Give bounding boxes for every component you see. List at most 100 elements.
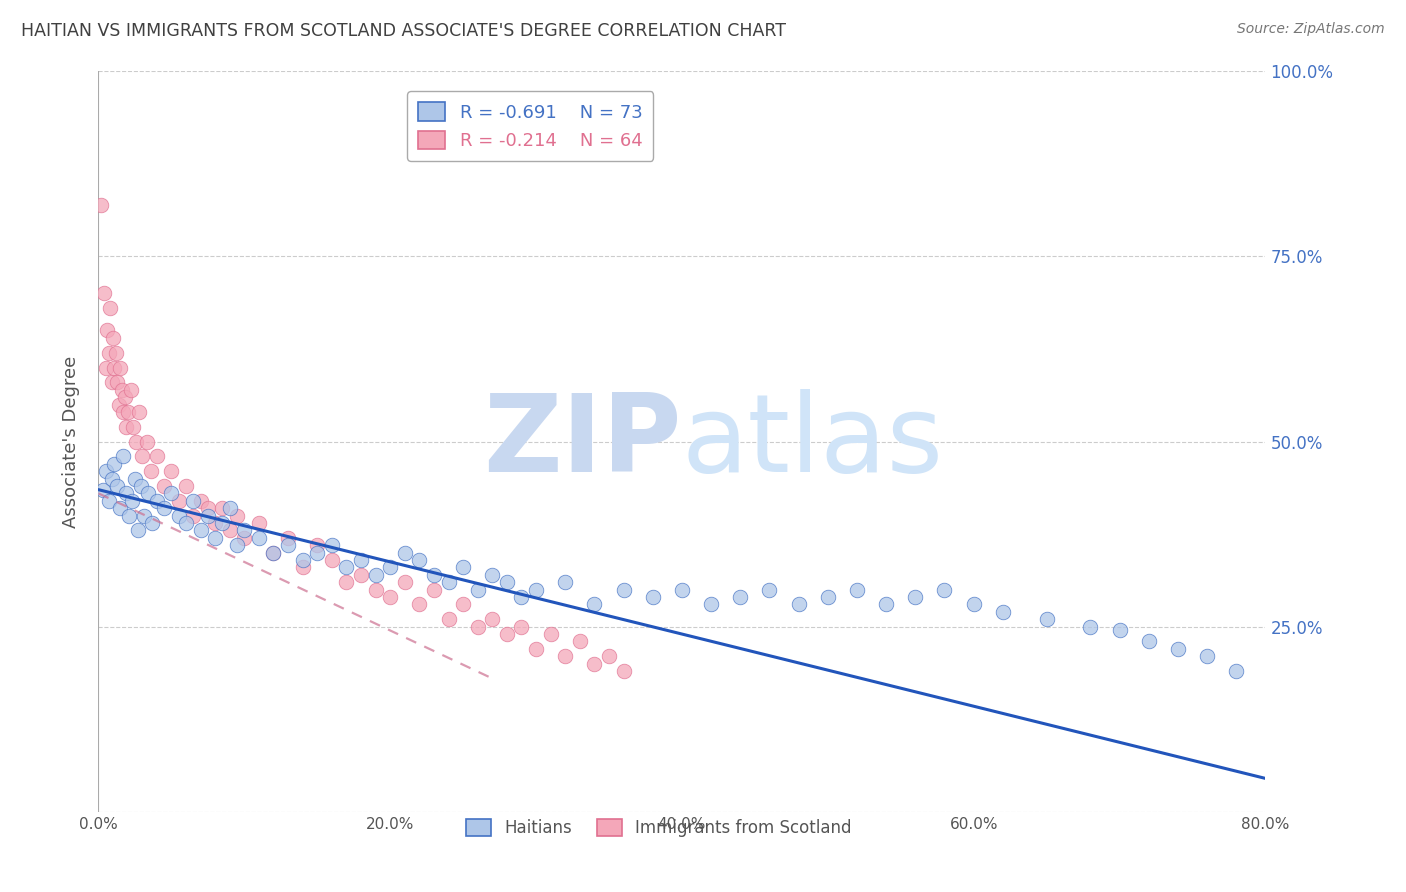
Point <box>1080 619 1102 633</box>
Point <box>105 376 128 390</box>
Point <box>190 493 212 508</box>
Point <box>540 627 562 641</box>
Point <box>91 483 114 497</box>
Point <box>641 590 664 604</box>
Point <box>1108 624 1130 638</box>
Point <box>263 546 285 560</box>
Point <box>211 501 233 516</box>
Point <box>335 575 357 590</box>
Point <box>115 419 138 434</box>
Point <box>991 605 1014 619</box>
Text: ZIP: ZIP <box>484 389 682 494</box>
Point <box>467 582 489 597</box>
Point <box>226 538 249 552</box>
Point <box>204 516 226 530</box>
Point <box>1167 641 1189 656</box>
Point <box>153 479 176 493</box>
Point <box>167 493 190 508</box>
Point <box>904 590 927 604</box>
Point <box>277 531 299 545</box>
Text: Source: ZipAtlas.com: Source: ZipAtlas.com <box>1237 22 1385 37</box>
Point <box>96 324 118 338</box>
Point <box>135 434 157 449</box>
Point <box>128 405 150 419</box>
Point <box>1035 612 1057 626</box>
Text: HAITIAN VS IMMIGRANTS FROM SCOTLAND ASSOCIATE'S DEGREE CORRELATION CHART: HAITIAN VS IMMIGRANTS FROM SCOTLAND ASSO… <box>21 22 786 40</box>
Point <box>115 486 138 500</box>
Point <box>101 331 124 345</box>
Point <box>190 524 212 538</box>
Point <box>423 582 446 597</box>
Point <box>437 612 460 626</box>
Point <box>380 590 402 604</box>
Point <box>94 464 117 478</box>
Point <box>93 286 115 301</box>
Point <box>321 553 343 567</box>
Point <box>350 553 373 567</box>
Point <box>1197 649 1219 664</box>
Point <box>364 582 387 597</box>
Point <box>437 575 460 590</box>
Point <box>103 360 125 375</box>
Point <box>139 464 162 478</box>
Point <box>120 383 142 397</box>
Point <box>380 560 402 574</box>
Point <box>554 649 576 664</box>
Point <box>181 508 204 523</box>
Point <box>174 479 197 493</box>
Point <box>141 516 163 530</box>
Point <box>181 493 204 508</box>
Point <box>226 508 249 523</box>
Point <box>350 567 373 582</box>
Point <box>524 582 547 597</box>
Point <box>787 598 810 612</box>
Point <box>962 598 984 612</box>
Point <box>197 501 219 516</box>
Point <box>98 301 121 316</box>
Point <box>307 546 329 560</box>
Point <box>103 457 125 471</box>
Point <box>122 419 145 434</box>
Point <box>598 649 620 664</box>
Point <box>1225 664 1247 678</box>
Point <box>613 582 636 597</box>
Point <box>127 524 149 538</box>
Point <box>211 516 233 530</box>
Point <box>496 627 519 641</box>
Y-axis label: Associate's Degree: Associate's Degree <box>62 355 80 528</box>
Point <box>129 479 152 493</box>
Point <box>408 553 430 567</box>
Point <box>423 567 446 582</box>
Point <box>167 508 190 523</box>
Point <box>204 531 226 545</box>
Point <box>97 345 120 359</box>
Point <box>321 538 343 552</box>
Point <box>104 345 127 359</box>
Point <box>112 405 135 419</box>
Point <box>114 390 136 404</box>
Point <box>467 619 489 633</box>
Point <box>364 567 387 582</box>
Text: atlas: atlas <box>682 389 943 494</box>
Point <box>875 598 897 612</box>
Point <box>394 546 416 560</box>
Point <box>451 560 474 574</box>
Point <box>90 197 112 211</box>
Point <box>118 508 141 523</box>
Point <box>233 524 256 538</box>
Point <box>233 531 256 545</box>
Point <box>112 450 135 464</box>
Point <box>307 538 329 552</box>
Point <box>97 493 120 508</box>
Point <box>408 598 430 612</box>
Point <box>568 634 591 648</box>
Point <box>174 516 197 530</box>
Point <box>481 612 503 626</box>
Point <box>1137 634 1160 648</box>
Point <box>197 508 219 523</box>
Point <box>496 575 519 590</box>
Point <box>146 450 169 464</box>
Point <box>247 531 270 545</box>
Point <box>583 598 606 612</box>
Point <box>613 664 636 678</box>
